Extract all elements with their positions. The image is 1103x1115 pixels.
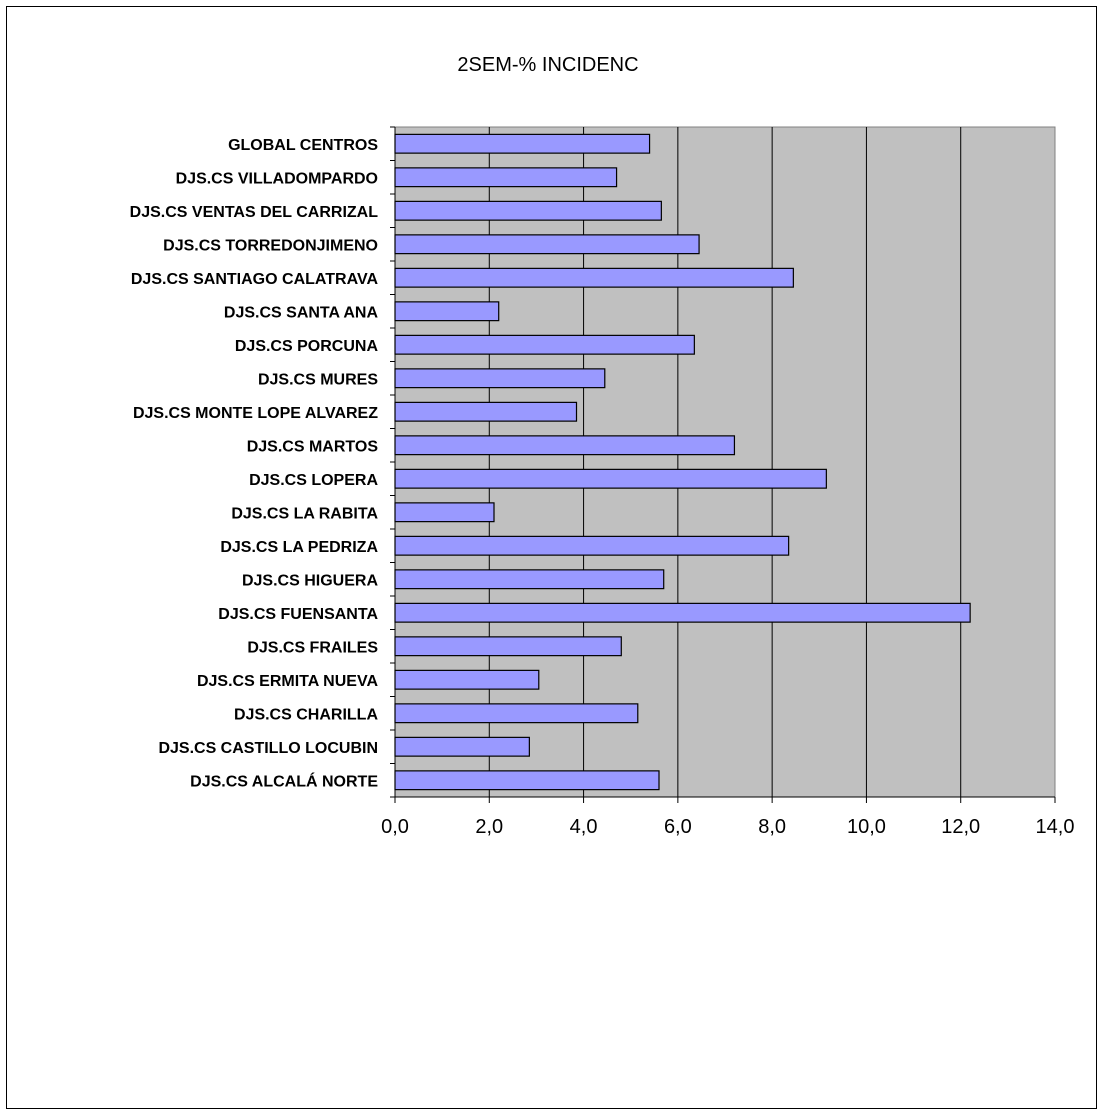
category-label: DJS.CS VENTAS DEL CARRIZAL [130,204,379,221]
bar [394,770,660,791]
bar [394,703,639,724]
x-tick-label: 2,0 [475,816,503,838]
x-tick-label: 10,0 [847,816,886,838]
axes [390,126,1056,803]
category-label: DJS.CS MONTE LOPE ALVAREZ [133,405,378,422]
x-tick-label: 0,0 [381,816,409,838]
category-label: DJS.CS LOPERA [249,472,378,489]
bar [394,736,530,757]
bar [394,669,540,690]
bar [394,133,651,154]
x-tick-label: 4,0 [570,816,598,838]
category-label: DJS.CS FRAILES [247,639,378,656]
bar [394,468,827,489]
x-tick-label: 8,0 [758,816,786,838]
bar [394,435,736,456]
category-label: DJS.CS PORCUNA [235,338,379,355]
category-label: DJS.CS FUENSANTA [218,606,378,623]
bar [394,636,622,657]
plot-area [394,126,1056,798]
chart-title: 2SEM-% INCIDENC [457,54,638,76]
x-tick-label: 12,0 [941,816,980,838]
category-label: DJS.CS MURES [258,371,378,388]
bar [394,301,500,322]
bar [394,602,971,623]
bar [394,200,662,221]
bar [394,569,665,590]
x-tick-label: 14,0 [1036,816,1075,838]
category-label: DJS.CS SANTA ANA [224,304,379,321]
bar [394,167,618,188]
category-label: DJS.CS LA RABITA [231,505,378,522]
category-label: DJS.CS LA PEDRIZA [220,539,378,556]
bar [394,502,495,523]
category-label: DJS.CS ERMITA NUEVA [197,673,379,690]
category-label: DJS.CS VILLADOMPARDO [176,170,378,187]
category-labels: GLOBAL CENTROS DJS.CS VILLADOMPARDO DJS.CS… [130,137,379,791]
bar [394,368,606,389]
bar [394,535,790,556]
bar [394,401,578,422]
category-label: DJS.CS MARTOS [247,438,379,455]
bars [394,133,971,791]
category-label: DJS.CS HIGUERA [242,572,378,589]
tick-labels: 0,0 2,0 4,0 6,0 8,0 10,0 12,0 14,0 [381,816,1074,838]
x-tick-label: 6,0 [664,816,692,838]
category-label: GLOBAL CENTROS [228,137,378,154]
category-label: DJS.CS SANTIAGO CALATRAVA [131,271,379,288]
category-label: DJS.CS TORREDONJIMENO [163,237,378,254]
category-label: DJS.CS CASTILLO LOCUBIN [158,740,378,757]
category-label: DJS.CS ALCALÁ NORTE [190,771,378,790]
bar [394,267,794,288]
category-label: DJS.CS CHARILLA [234,706,378,723]
bar [394,234,700,255]
bar [394,334,695,355]
